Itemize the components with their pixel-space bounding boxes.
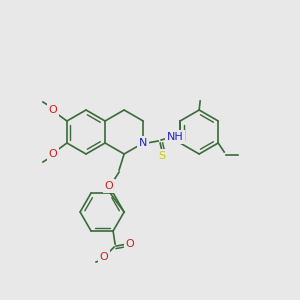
Text: NH: NH <box>167 132 184 142</box>
Text: O: O <box>105 181 113 191</box>
Text: S: S <box>159 151 166 161</box>
Text: O: O <box>49 149 57 159</box>
Text: O: O <box>100 252 109 262</box>
Text: O: O <box>49 105 57 115</box>
Text: O: O <box>126 239 134 249</box>
Text: N: N <box>139 138 147 148</box>
